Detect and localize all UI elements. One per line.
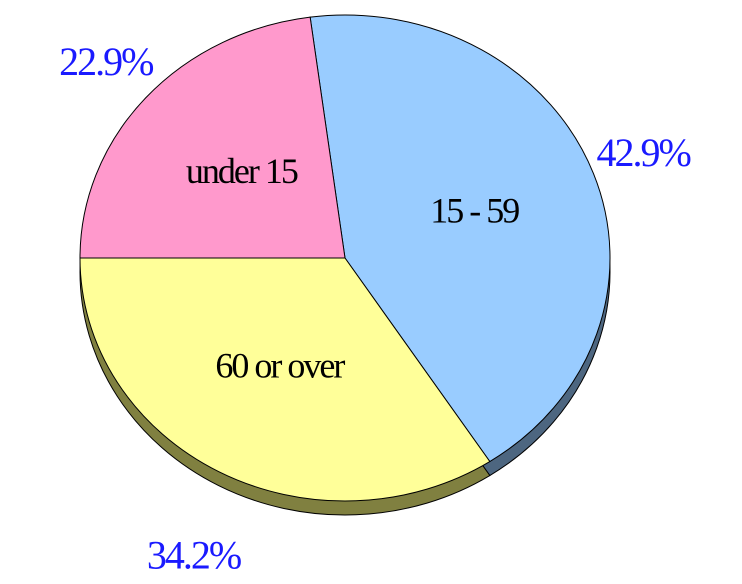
value-label: 22.9% — [59, 39, 153, 84]
slice-label: under 15 — [186, 151, 298, 191]
slice — [309, 14, 611, 463]
slice-label: 15 - 59 — [430, 190, 519, 230]
slice-label: 60 or over — [215, 345, 345, 385]
slice — [79, 16, 346, 259]
value-label: 42.9% — [597, 130, 691, 175]
slice — [79, 257, 491, 502]
value-label: 34.2% — [147, 533, 241, 578]
